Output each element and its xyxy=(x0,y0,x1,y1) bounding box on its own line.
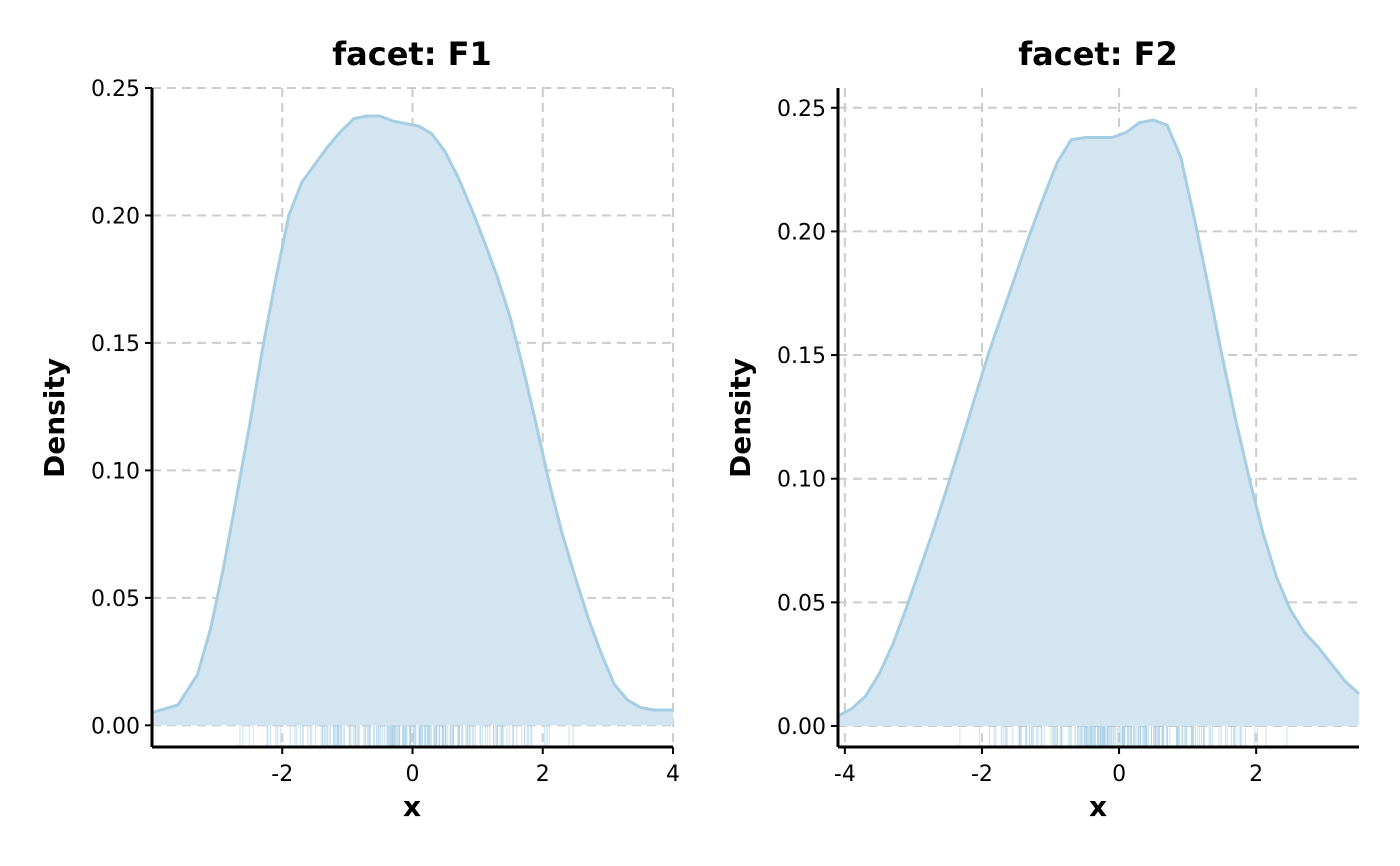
y-tick-label: 0.00 xyxy=(91,714,140,739)
y-tick-label: 0.10 xyxy=(777,468,826,493)
x-axis-ticks: -2 0 2 4 xyxy=(271,747,680,787)
panel-title: facet: F2 xyxy=(1018,35,1178,73)
facet-panel-f2: facet: F2 Density x -4 -2 0 2 0.000.050.100… xyxy=(724,35,1361,823)
x-tick-label: 2 xyxy=(1249,762,1263,787)
density-line xyxy=(151,114,673,715)
x-tick-label: -4 xyxy=(834,762,856,787)
y-tick-label: 0.25 xyxy=(777,97,826,122)
x-tick-label: 0 xyxy=(1112,762,1126,787)
x-tick-label: 2 xyxy=(536,762,550,787)
density-fill xyxy=(838,120,1359,726)
x-axis-label: x xyxy=(1089,790,1107,823)
density-fill xyxy=(152,116,673,726)
facet-panel-f1: facet: F1 Density x -2 0 2 4 0.000.050.100.… xyxy=(38,35,680,823)
density-area xyxy=(151,114,673,726)
x-tick-label: -2 xyxy=(271,762,293,787)
panel-title: facet: F1 xyxy=(332,35,492,73)
y-tick-label: 0.15 xyxy=(777,344,826,369)
x-tick-label: 4 xyxy=(666,762,680,787)
x-axis-label: x xyxy=(403,790,421,823)
x-tick-label: 0 xyxy=(406,762,420,787)
y-tick-label: 0.05 xyxy=(777,591,826,616)
density-line xyxy=(837,118,1361,718)
y-tick-label: 0.00 xyxy=(777,715,826,740)
y-axis-ticks: 0.00 0.05 0.10 0.15 0.20 0.25 xyxy=(777,97,838,740)
y-tick-label: 0.25 xyxy=(91,77,140,102)
y-axis-label: Density xyxy=(38,358,71,478)
y-tick-label: 0.10 xyxy=(91,459,140,484)
density-area xyxy=(837,118,1361,726)
y-tick-label: 0.15 xyxy=(91,332,140,357)
axes xyxy=(836,88,1359,749)
y-tick-label: 0.20 xyxy=(777,220,826,245)
rug-marks xyxy=(959,725,1288,746)
y-tick-label: 0.05 xyxy=(91,587,140,612)
y-axis-ticks: 0.00 0.05 0.10 0.15 0.20 0.25 xyxy=(91,77,152,739)
x-axis-ticks: -4 -2 0 2 xyxy=(834,747,1263,787)
y-axis-label: Density xyxy=(724,358,757,478)
x-tick-label: -2 xyxy=(971,762,993,787)
rug-marks xyxy=(239,725,574,746)
y-tick-label: 0.20 xyxy=(91,204,140,229)
